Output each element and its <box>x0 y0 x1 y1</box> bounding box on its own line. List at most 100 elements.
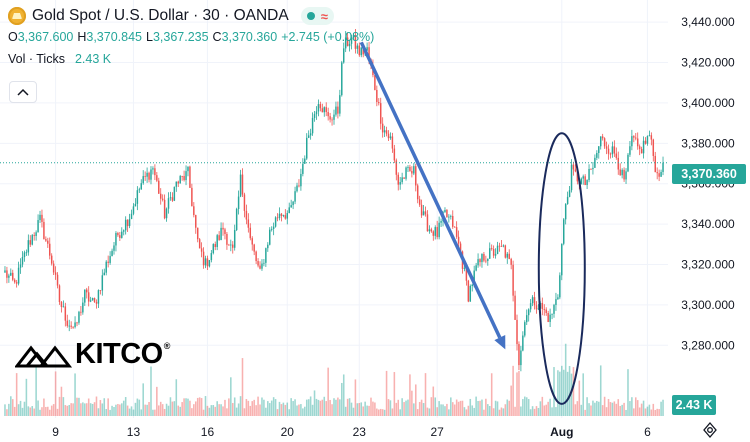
volume-bar <box>535 406 538 416</box>
volume-bar <box>605 407 608 416</box>
volume-bar <box>206 405 209 416</box>
volume-bar <box>319 400 322 416</box>
time-axis[interactable]: 9 13 16 20 23 27 Aug 6 <box>52 425 651 439</box>
volume-bar <box>19 400 22 416</box>
candle-body <box>272 226 275 229</box>
volume-bar <box>420 399 423 416</box>
volume-bar <box>372 401 374 416</box>
volume-bar <box>8 403 10 416</box>
volume-bar <box>389 400 392 416</box>
volume-bar <box>60 386 63 416</box>
candle-body <box>527 309 530 316</box>
candle-body <box>84 289 86 303</box>
candle-body <box>625 171 627 180</box>
symbol-row[interactable]: Gold Spot / U.S. Dollar · 30 · OANDA ≈ <box>8 5 374 27</box>
volume-bar <box>177 405 180 416</box>
volume-bar <box>15 373 18 416</box>
volume-bar <box>183 398 185 416</box>
gear-icon <box>703 422 717 438</box>
status-dot-icon <box>306 12 315 20</box>
volume-bar <box>315 398 318 416</box>
candle-body <box>128 219 131 227</box>
collapse-legend-button[interactable] <box>9 81 37 103</box>
candle-body <box>148 172 150 180</box>
candle-body <box>545 309 547 314</box>
volume-bar <box>163 408 166 416</box>
volume-bar <box>381 409 384 416</box>
candle-body <box>95 302 98 304</box>
volume-bar <box>555 407 557 416</box>
volume-bar <box>578 380 581 416</box>
candle-body <box>428 229 431 232</box>
candle-body <box>134 203 137 207</box>
candle-body <box>652 139 655 156</box>
candle-body <box>232 244 234 248</box>
chart-settings-button[interactable] <box>700 420 720 440</box>
volume-legend[interactable]: Vol · Ticks 2.43 K <box>8 52 374 66</box>
volume-bar <box>323 396 326 416</box>
candle-body <box>479 259 481 263</box>
volume-bar <box>179 406 181 416</box>
volume-bar <box>549 398 551 416</box>
candle-body <box>138 189 141 191</box>
candle-body <box>276 217 279 219</box>
volume-bar <box>331 404 333 416</box>
volume-bar <box>631 397 633 416</box>
chevron-up-icon <box>17 88 29 96</box>
candle-body <box>103 272 106 276</box>
volume-bar <box>477 400 479 416</box>
volume-bar <box>582 373 584 416</box>
candle-body <box>475 265 477 271</box>
candle-body <box>185 171 187 181</box>
candle-body <box>481 253 483 263</box>
candle-body <box>638 146 641 149</box>
symbol-title[interactable]: Gold Spot / U.S. Dollar · 30 · OANDA <box>32 7 289 24</box>
volume-bar <box>395 402 398 416</box>
candle-body <box>444 209 446 213</box>
registered-mark: ® <box>163 341 171 351</box>
volume-bar <box>66 405 69 416</box>
volume-bar <box>230 377 232 416</box>
candle-body <box>302 163 304 174</box>
candle-body <box>25 252 28 254</box>
volume-bar <box>450 397 452 416</box>
volume-bar <box>617 399 620 416</box>
volume-bar <box>267 401 269 416</box>
candle-body <box>434 227 436 236</box>
candle-body <box>409 167 411 171</box>
market-status-pill[interactable]: ≈ <box>300 7 334 25</box>
volume-bar <box>564 343 567 416</box>
candle-body <box>333 114 335 120</box>
volume-bar <box>401 398 403 416</box>
time-tick-label: 13 <box>127 425 141 439</box>
candle-body <box>465 267 468 281</box>
volume-bar <box>352 407 355 416</box>
volume-bar <box>43 398 45 416</box>
volume-bar <box>393 372 396 416</box>
volume-bar <box>553 367 555 416</box>
volume-bar <box>286 402 289 416</box>
volume-bar <box>78 397 80 416</box>
candle-body <box>448 216 450 218</box>
candle-body <box>319 104 322 109</box>
candle-body <box>337 106 339 114</box>
drawing-annotations[interactable] <box>359 41 586 405</box>
candle-body <box>342 48 345 63</box>
volume-bar <box>430 397 433 416</box>
price-tick-label: 3,380.000 <box>681 136 735 150</box>
price-axis[interactable]: 3,280.0003,300.0003,320.0003,340.0003,36… <box>681 15 735 352</box>
candle-body <box>582 176 584 179</box>
volume-bar <box>191 408 193 416</box>
volume-bar <box>524 396 526 416</box>
candle-body <box>387 133 390 139</box>
candle-body <box>629 146 631 155</box>
volume-bar <box>64 405 67 416</box>
volume-bar <box>633 408 635 416</box>
candlesticks[interactable] <box>4 29 664 372</box>
volume-bar <box>547 401 549 416</box>
candle-body <box>52 263 55 273</box>
volume-bar <box>130 406 133 416</box>
candle-body <box>280 213 283 216</box>
volume-bar <box>568 365 571 416</box>
